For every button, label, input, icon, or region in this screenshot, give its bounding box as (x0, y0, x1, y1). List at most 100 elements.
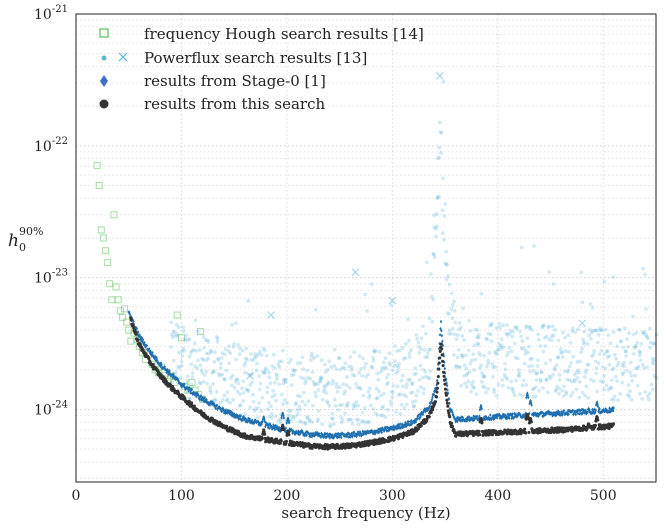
powerflux-point (473, 357, 478, 362)
stage0-point (443, 366, 446, 371)
powerflux-point (292, 368, 297, 373)
powerflux-point (551, 333, 556, 338)
powerflux-point (361, 393, 366, 398)
stage0-point (224, 411, 227, 416)
powerflux-point (511, 390, 516, 395)
powerflux-point (638, 391, 642, 396)
powerflux-point (322, 362, 327, 367)
this-search-point (407, 433, 411, 437)
this-search-point (190, 401, 194, 405)
powerflux-point (464, 373, 469, 377)
powerflux-point (214, 335, 219, 339)
powerflux-point (469, 382, 474, 387)
powerflux-point (241, 398, 246, 403)
stage0-point (478, 408, 482, 412)
powerflux-point (559, 350, 564, 355)
powerflux-point (225, 390, 230, 394)
powerflux-point (480, 384, 485, 389)
powerflux-point (520, 339, 525, 343)
x-tick-label: 500 (590, 488, 617, 504)
powerflux-point (323, 370, 328, 374)
powerflux-point (285, 401, 289, 405)
this-search-point (441, 364, 445, 368)
stage0-point (303, 433, 306, 438)
powerflux-point (264, 368, 268, 372)
this-search-point (436, 375, 440, 379)
powerflux-point (501, 345, 506, 350)
powerflux-point (261, 346, 266, 351)
powerflux-point (363, 292, 367, 297)
powerflux-point (535, 358, 540, 363)
powerflux-point (603, 327, 608, 332)
powerflux-point (580, 390, 585, 395)
powerflux-point (592, 348, 597, 353)
stage0-point (532, 413, 535, 418)
powerflux-point (566, 368, 570, 373)
powerflux-point (609, 378, 614, 382)
this-search-point (442, 370, 446, 374)
stage0-point (168, 371, 172, 376)
powerflux-point (343, 361, 347, 366)
powerflux-point (204, 369, 209, 374)
stage0-point (602, 408, 605, 412)
powerflux-point (290, 367, 295, 372)
powerflux-point (377, 349, 382, 354)
powerflux-point (405, 382, 409, 387)
powerflux-point (601, 379, 606, 384)
this-search-point (446, 404, 450, 408)
powerflux-point (303, 422, 307, 426)
powerflux-point (471, 385, 476, 390)
powerflux-point (550, 338, 554, 343)
powerflux-point (543, 344, 548, 348)
powerflux-point (563, 349, 568, 354)
powerflux-point (356, 422, 361, 427)
powerflux-point (213, 398, 218, 402)
powerflux-point (567, 378, 572, 383)
powerflux-point (504, 375, 509, 380)
powerflux-point (272, 366, 277, 370)
powerflux-point (503, 367, 508, 372)
powerflux-point (605, 349, 610, 354)
powerflux-point (619, 339, 623, 344)
stage0-point (581, 411, 584, 416)
powerflux-point (489, 339, 494, 344)
powerflux-point (329, 365, 334, 369)
powerflux-point (264, 353, 269, 358)
powerflux-point (315, 419, 320, 424)
powerflux-point (449, 331, 453, 336)
stage0-point (244, 416, 247, 421)
powerflux-point (180, 354, 185, 359)
powerflux-point (253, 406, 258, 411)
powerflux-point (494, 326, 499, 330)
powerflux-point (540, 325, 545, 330)
stage0-point (480, 407, 483, 411)
powerflux-point (447, 282, 452, 287)
powerflux-point (189, 348, 194, 353)
this-search-point (396, 437, 401, 441)
x-axis-title: search frequency (Hz) (281, 504, 450, 522)
stage0-point (219, 406, 222, 411)
powerflux-point (628, 370, 633, 375)
powerflux-point (339, 415, 343, 420)
stage0-point (438, 333, 442, 337)
powerflux-point (407, 355, 412, 359)
stage0-point (541, 414, 545, 419)
powerflux-point (475, 335, 479, 340)
stage0-point (550, 412, 554, 417)
powerflux-point (249, 358, 254, 363)
powerflux-point (334, 385, 339, 389)
powerflux-point (468, 361, 473, 366)
powerflux-point (645, 334, 650, 339)
powerflux-point (288, 418, 293, 423)
powerflux-point (363, 361, 368, 366)
powerflux-point (599, 379, 603, 384)
stage0-point (410, 418, 413, 423)
powerflux-point (228, 351, 233, 356)
powerflux-point (314, 394, 318, 399)
this-search-point (443, 387, 448, 391)
powerflux-point (565, 377, 570, 382)
y-tick-base: 10 (34, 402, 52, 418)
powerflux-point (263, 348, 267, 353)
hough-point (99, 234, 107, 242)
powerflux-point (231, 344, 236, 349)
